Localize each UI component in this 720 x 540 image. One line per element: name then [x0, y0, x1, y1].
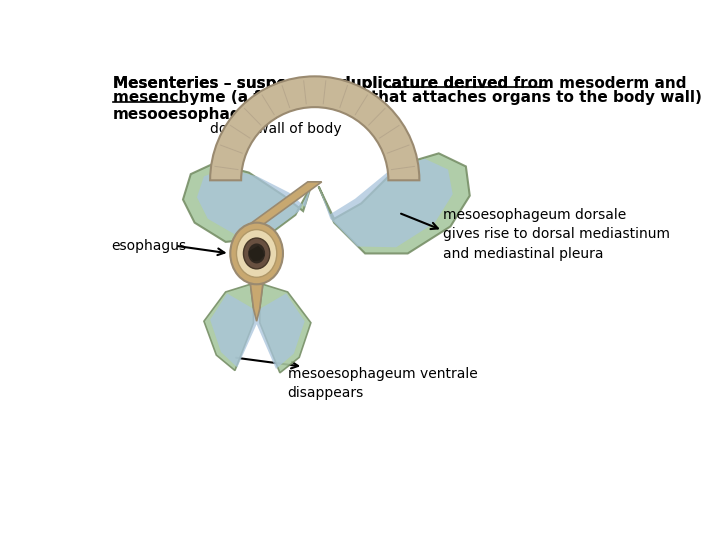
Text: dorsal wall of body: dorsal wall of body [210, 122, 342, 136]
Wedge shape [210, 76, 419, 180]
Ellipse shape [248, 244, 265, 264]
Text: mesoesophageum ventrale
disappears: mesoesophageum ventrale disappears [287, 367, 477, 400]
Polygon shape [210, 294, 305, 369]
Polygon shape [319, 159, 453, 247]
Text: mesooesophageum: mesooesophageum [113, 107, 279, 122]
Ellipse shape [230, 222, 283, 284]
Text: mesenchyme (a fold of tissue that attaches organs to the body wall): mesenchyme (a fold of tissue that attach… [113, 90, 702, 105]
Text: mesoesophageum dorsale
gives rise to dorsal mediastinum
and mediastinal pleura: mesoesophageum dorsale gives rise to dor… [443, 208, 670, 261]
Polygon shape [197, 168, 311, 236]
Polygon shape [183, 164, 311, 242]
Text: Mesenteries – suspensory duplicature derived from mesoderm and: Mesenteries – suspensory duplicature der… [113, 76, 687, 91]
Polygon shape [260, 284, 311, 373]
Ellipse shape [236, 230, 276, 278]
Polygon shape [204, 284, 253, 370]
Text: Mesenteries – suspensory duplicature derived: Mesenteries – suspensory duplicature der… [113, 76, 514, 91]
Polygon shape [249, 246, 264, 261]
Ellipse shape [243, 238, 270, 269]
Text: esophagus: esophagus [112, 239, 186, 253]
Text: Mesenteries – suspensory duplicature derived from mesoderm and: Mesenteries – suspensory duplicature der… [113, 76, 687, 91]
Polygon shape [251, 284, 263, 321]
Polygon shape [319, 153, 469, 253]
Polygon shape [250, 182, 322, 224]
